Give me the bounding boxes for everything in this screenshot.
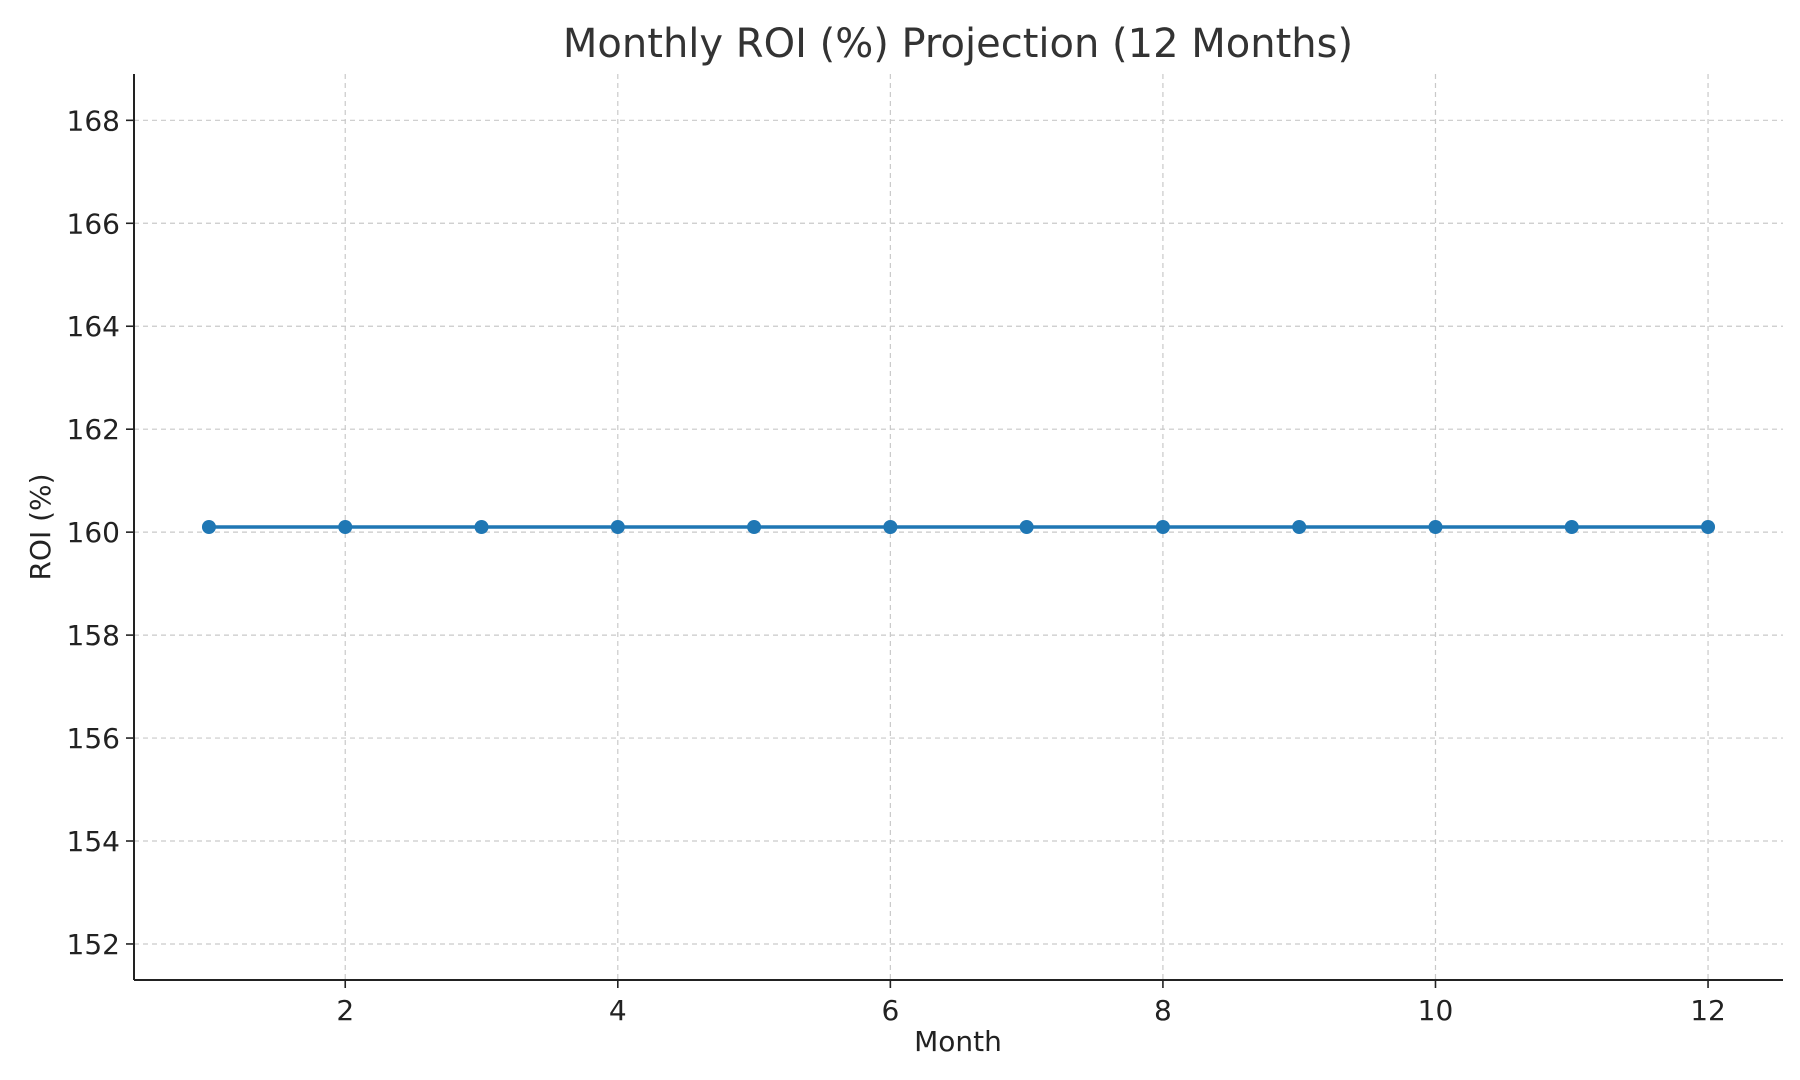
data-point-month-8 [1155,520,1170,534]
y-tick-label-154: 154 [67,825,120,858]
x-tick-label-2: 2 [336,994,354,1027]
data-point-month-10 [1428,520,1443,534]
x-tick-label-6: 6 [881,994,899,1027]
data-point-month-11 [1564,520,1579,534]
series-layer [201,520,1716,534]
chart-title: Monthly ROI (%) Projection (12 Months) [563,21,1353,67]
data-point-month-12 [1701,520,1716,534]
x-axis-label: Month [914,1025,1002,1058]
x-tick-label-10: 10 [1418,994,1454,1027]
data-point-month-3 [474,520,489,534]
y-axis-label: ROI (%) [24,473,57,580]
data-point-month-9 [1292,520,1307,534]
y-tick-label-158: 158 [67,619,120,652]
y-tick-label-162: 162 [67,413,120,446]
data-point-month-6 [883,520,898,534]
y-tick-label-160: 160 [67,516,120,549]
data-point-month-4 [610,520,625,534]
y-tick-label-166: 166 [67,207,120,240]
y-tick-label-156: 156 [67,722,120,755]
y-tick-label-168: 168 [67,104,120,137]
data-point-month-1 [201,520,216,534]
data-point-month-5 [747,520,762,534]
data-point-month-2 [338,520,353,534]
data-point-month-7 [1019,520,1034,534]
x-tick-label-12: 12 [1690,994,1726,1027]
axes [133,74,1783,981]
y-tick-label-152: 152 [67,928,120,961]
ticks: 152 154 156 158 160 162 164 166 168 2 4 6 8 10 12 [67,104,1726,1027]
x-tick-label-4: 4 [609,994,627,1027]
x-tick-label-8: 8 [1154,994,1172,1027]
y-tick-label-164: 164 [67,310,120,343]
